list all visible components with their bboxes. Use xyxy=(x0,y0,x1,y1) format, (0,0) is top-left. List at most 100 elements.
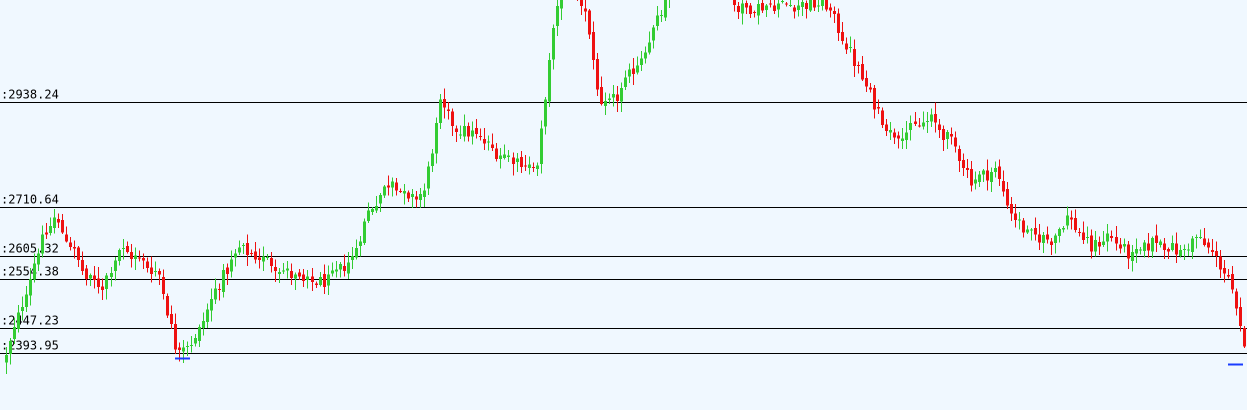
candle-body xyxy=(186,346,189,348)
candle xyxy=(664,0,667,22)
candle xyxy=(294,272,297,290)
candle-body xyxy=(1243,327,1246,347)
candle xyxy=(813,0,816,11)
candle-body xyxy=(294,274,297,279)
candle xyxy=(877,99,880,114)
candle xyxy=(463,114,466,142)
candle-body xyxy=(1014,213,1017,221)
candle-body xyxy=(761,2,764,11)
candle-body xyxy=(302,274,305,281)
candle-body xyxy=(25,294,28,308)
candle-body xyxy=(495,148,498,159)
candle xyxy=(238,240,241,255)
candle xyxy=(789,0,792,8)
candle xyxy=(154,261,157,277)
candle xyxy=(278,268,281,284)
candle xyxy=(21,296,24,321)
candle-body xyxy=(210,299,213,311)
candle xyxy=(53,209,56,234)
candle-body xyxy=(1002,181,1005,192)
candle-body xyxy=(873,87,876,110)
candle-body xyxy=(974,179,977,184)
candle-body xyxy=(861,64,864,80)
candle xyxy=(230,250,233,278)
candle xyxy=(628,63,631,84)
candle xyxy=(118,248,121,266)
candle xyxy=(1127,241,1130,269)
level-label: :2447.23 xyxy=(1,314,59,328)
candle-body xyxy=(741,3,744,14)
candle-body xyxy=(1239,307,1242,327)
candle-body xyxy=(230,259,233,272)
candle xyxy=(930,108,933,127)
candle xyxy=(737,1,740,20)
candle-body xyxy=(105,275,108,289)
candle xyxy=(640,50,643,71)
candle xyxy=(954,131,957,153)
candle-body xyxy=(1078,231,1081,233)
candle xyxy=(962,153,965,177)
candle-body xyxy=(1219,256,1222,270)
candle-body xyxy=(1054,235,1057,243)
candle xyxy=(503,144,506,160)
candle-body xyxy=(41,234,44,254)
candle xyxy=(471,121,474,145)
candle xyxy=(367,202,370,224)
candle xyxy=(246,234,249,267)
candle xyxy=(451,108,454,137)
candle-body xyxy=(1038,234,1041,243)
candle-body xyxy=(262,256,265,262)
candle-body xyxy=(1058,228,1061,236)
candle-body xyxy=(1115,237,1118,244)
candle-body xyxy=(1199,237,1202,239)
candle-body xyxy=(238,247,241,253)
candle xyxy=(1110,230,1113,242)
candle-body xyxy=(118,250,121,261)
candle xyxy=(897,131,900,149)
candle-body xyxy=(306,276,309,281)
candle-body xyxy=(636,65,639,73)
candle xyxy=(93,265,96,289)
candle-body xyxy=(648,42,651,53)
candle xyxy=(1014,203,1017,228)
candle-body xyxy=(13,327,16,340)
candle-body xyxy=(455,128,458,133)
candle xyxy=(170,305,173,329)
candle-body xyxy=(926,120,929,122)
candle-body xyxy=(1030,229,1033,231)
level-label: :2554.38 xyxy=(1,265,59,279)
candle-body xyxy=(130,251,133,260)
candle-body xyxy=(9,341,12,354)
candle xyxy=(853,39,856,77)
candle-body xyxy=(270,258,273,267)
candle-body xyxy=(765,5,768,10)
candle xyxy=(399,188,402,193)
candle xyxy=(580,0,583,15)
candle xyxy=(1094,230,1097,257)
candle xyxy=(1002,170,1005,197)
candle-body xyxy=(170,314,173,324)
candle xyxy=(110,266,113,287)
candle xyxy=(262,246,265,272)
candle-body xyxy=(922,122,925,127)
candle-body xyxy=(1102,241,1105,246)
candle xyxy=(1066,206,1069,230)
candle xyxy=(77,245,80,267)
candle-body xyxy=(938,124,941,131)
candle xyxy=(483,127,486,151)
candle xyxy=(1058,227,1061,243)
candle-body xyxy=(343,265,346,271)
candle-body xyxy=(1086,236,1089,238)
candle-body xyxy=(258,257,261,260)
candle xyxy=(166,293,169,319)
candle xyxy=(938,119,941,139)
candle-body xyxy=(990,172,993,182)
candle xyxy=(974,171,977,190)
candle xyxy=(604,92,607,116)
candle-body xyxy=(986,170,989,181)
candle xyxy=(1143,240,1146,258)
candle xyxy=(1155,224,1158,252)
candle xyxy=(809,0,812,13)
candle-body xyxy=(218,289,221,291)
candle-body xyxy=(351,256,354,260)
